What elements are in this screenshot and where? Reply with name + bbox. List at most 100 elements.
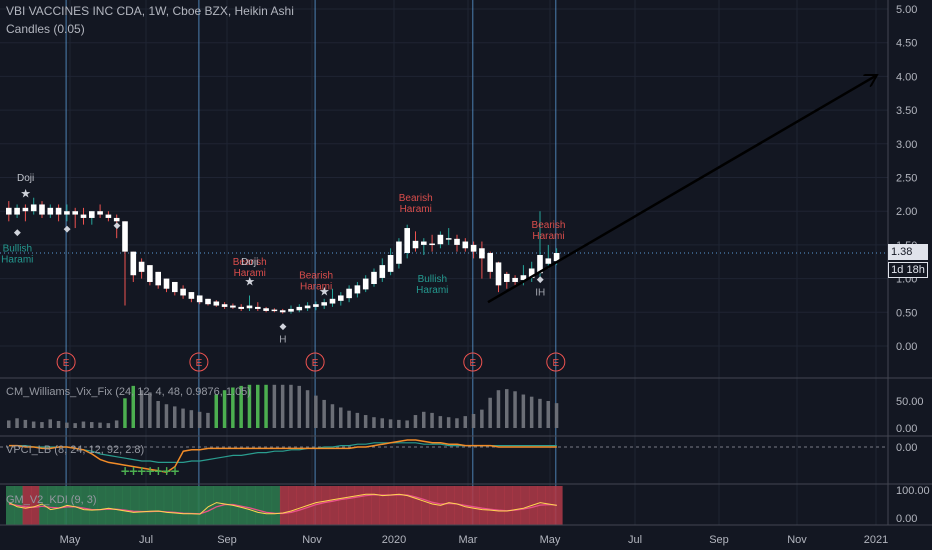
candle-body: [238, 306, 244, 309]
candle-body: [304, 305, 311, 309]
kdi-bg-cell: [313, 486, 322, 525]
earnings-marker: [56, 352, 76, 372]
vix-bar: [505, 389, 509, 428]
vix-bar: [480, 409, 484, 428]
vix-bar: [173, 406, 177, 428]
kdi-bg-cell: [362, 486, 372, 525]
candle-body: [147, 265, 153, 282]
vix-bar: [164, 404, 169, 428]
time-tick-label: Nov: [302, 534, 322, 546]
diamond-marker: ◆: [537, 275, 544, 285]
kdi-bg-cell: [122, 486, 131, 525]
kdi-bg-cell: [379, 486, 389, 525]
vix-bar: [289, 384, 293, 428]
kdi-bg-cell: [221, 486, 231, 525]
vix-bar: [496, 390, 501, 428]
vix-bar: [156, 401, 160, 428]
kdi-bg-cell: [188, 486, 198, 525]
candle-body: [213, 301, 220, 306]
candle-body: [313, 304, 319, 307]
vix-bar: [23, 419, 28, 428]
candle-body: [387, 255, 394, 272]
vix-fix-label[interactable]: CM_Williams_Vix_Fix (24, 12, 4, 48, 0.98…: [6, 386, 251, 398]
diamond-marker: ◆: [279, 322, 286, 332]
vix-bar: [73, 423, 77, 428]
kdi-axis-100: 100.00: [896, 485, 930, 497]
vix-bar: [463, 416, 467, 428]
kdi-bg-cell: [89, 486, 98, 525]
vix-bar: [305, 390, 310, 428]
kdi-bg-cell: [553, 486, 563, 525]
vix-bar: [114, 420, 119, 428]
candle-body: [113, 217, 120, 222]
candle-body: [6, 207, 12, 215]
kdi-bg-cell: [55, 486, 65, 525]
kdi-bg-cell: [130, 486, 140, 525]
time-tick-label: May: [540, 534, 561, 546]
kdi-label[interactable]: GM_V2_KDI (9, 3): [6, 494, 97, 506]
candle-body: [371, 271, 377, 284]
kdi-bg-cell: [296, 486, 306, 525]
vix-bar: [239, 385, 243, 428]
candle-body: [296, 306, 303, 311]
kdi-bg-cell: [504, 486, 513, 525]
vix-bar: [98, 422, 102, 428]
candle-body: [105, 214, 112, 218]
vix-bar: [446, 417, 451, 428]
kdi-bg-cell: [113, 486, 123, 525]
vix-bar: [272, 384, 277, 428]
pattern-label: Harami: [532, 231, 564, 242]
chart-title: VBI VACCINES INC CDA, 1W, Cboe BZX, Heik…: [6, 4, 294, 18]
time-tick-label: Jul: [628, 534, 642, 546]
vix-bar: [314, 395, 318, 428]
vix-bar: [554, 403, 559, 428]
candle-body: [379, 265, 386, 278]
kdi-bg-cell: [105, 486, 115, 525]
kdi-bg-cell: [387, 486, 397, 525]
chart-subtitle: Candles (0.05): [6, 22, 85, 36]
vix-axis-0: 0.00: [896, 423, 917, 435]
candle-body: [172, 281, 178, 293]
candle-body: [246, 305, 253, 309]
vpci-plus-marker: +: [170, 464, 180, 478]
candle-body: [80, 214, 87, 218]
vpci-plus-marker: +: [162, 464, 172, 478]
kdi-bg-cell: [205, 486, 214, 525]
earnings-marker: [546, 352, 566, 372]
vpci-plus-marker: +: [153, 464, 163, 478]
time-tick-label: Mar: [459, 534, 478, 546]
vpci-label[interactable]: VPCI_LB (8, 24, 12, 92, 2.8): [6, 444, 145, 456]
kdi-bg-cell: [470, 486, 480, 525]
vix-bar: [81, 421, 86, 428]
candle-body: [396, 241, 402, 264]
vix-bar: [513, 391, 517, 428]
candle-body: [138, 261, 145, 272]
vix-bar: [231, 387, 235, 428]
earnings-marker: [463, 352, 483, 372]
kdi-bg-cell: [495, 486, 505, 525]
candle-body: [487, 252, 493, 272]
price-tick-label: 2.50: [896, 173, 917, 185]
candle-body: [362, 278, 369, 290]
vix-bar: [405, 420, 409, 428]
vix-axis-50: 50.00: [896, 396, 924, 408]
earnings-marker-label: E: [312, 358, 319, 369]
kdi-bg-cell: [263, 486, 273, 525]
vix-bar: [264, 384, 268, 428]
trend-arrow: [487, 73, 877, 304]
candle-body: [512, 277, 518, 282]
vix-bar: [48, 419, 52, 428]
vix-bar: [297, 385, 301, 428]
candle-body: [122, 221, 128, 252]
star-marker: ★: [20, 187, 31, 201]
kdi-bg-cell: [404, 486, 414, 525]
kdi-bg-cell: [47, 486, 57, 525]
candle-body: [404, 228, 410, 253]
kdi-bg-cell: [138, 486, 148, 525]
candle-body: [39, 204, 45, 215]
earnings-marker: [189, 352, 209, 372]
earnings-marker-label: E: [196, 358, 203, 369]
pattern-label: Bullish: [418, 274, 447, 285]
kdi-bg-cell: [255, 486, 264, 525]
